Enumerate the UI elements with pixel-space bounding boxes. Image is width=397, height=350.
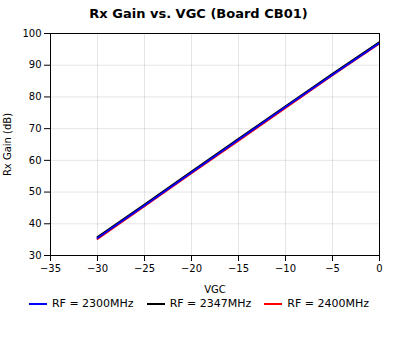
svg-text:0: 0 (376, 263, 382, 274)
html-text:RF = 2300MHz: RF = 2300MHz (51, 297, 134, 310)
svg-text:30: 30 (29, 250, 42, 261)
svg-text:Rx Gain (dB): Rx Gain (dB) (2, 113, 13, 176)
svg-text:40: 40 (29, 218, 42, 229)
svg-text:60: 60 (29, 155, 42, 166)
html-text:RF = 2400MHz: RF = 2400MHz (287, 297, 370, 310)
svg-text:−10: −10 (275, 263, 296, 274)
svg-text:−5: −5 (325, 263, 340, 274)
svg-text:−35: −35 (40, 263, 61, 274)
html-text:RF = 2347MHz: RF = 2347MHz (169, 297, 252, 310)
svg-text:90: 90 (29, 59, 42, 70)
html-text:Rx Gain vs. VGC (Board CB01): Rx Gain vs. VGC (Board CB01) (89, 6, 308, 21)
svg-text:−20: −20 (181, 263, 202, 274)
svg-text:70: 70 (29, 123, 42, 134)
svg-text:VGC: VGC (204, 284, 226, 295)
svg-text:80: 80 (29, 91, 42, 102)
svg-text:−30: −30 (87, 263, 108, 274)
svg-text:100: 100 (22, 28, 41, 39)
svg-text:−15: −15 (228, 263, 249, 274)
svg-text:50: 50 (29, 186, 42, 197)
svg-text:−25: −25 (134, 263, 155, 274)
